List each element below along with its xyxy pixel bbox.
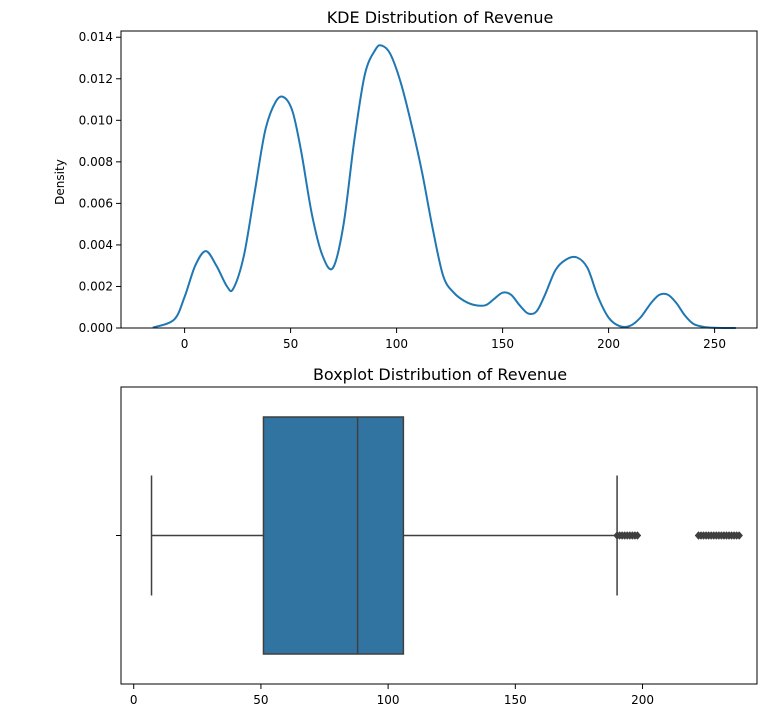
kde-y-tick-label: 0.008 — [79, 155, 113, 169]
boxplot-x-tick-label: 50 — [253, 693, 268, 707]
boxplot-chart: Boxplot Distribution of Revenue 0 50 100 15… — [116, 365, 758, 707]
kde-x-tick-label: 200 — [597, 337, 620, 351]
boxplot-title: Boxplot Distribution of Revenue — [313, 365, 567, 384]
kde-chart: KDE Distribution of Revenue Density 0 50 1… — [53, 8, 758, 351]
kde-axes-frame — [120, 30, 758, 329]
boxplot-box — [262, 416, 405, 655]
kde-density-line — [152, 44, 736, 330]
kde-y-tick-label: 0.012 — [79, 72, 113, 86]
boxplot-plot-area: 0 50 100 150 200 — [116, 416, 744, 707]
kde-x-tick-label: 0 — [181, 337, 189, 351]
boxplot-x-tick-label: 0 — [130, 693, 138, 707]
boxplot-outlier-point — [735, 531, 744, 540]
kde-y-tick-label: 0.000 — [79, 321, 113, 335]
boxplot-x-tick-label: 150 — [504, 693, 527, 707]
kde-x-tick-label: 150 — [491, 337, 514, 351]
kde-title: KDE Distribution of Revenue — [327, 8, 554, 27]
boxplot-outlier-point — [633, 531, 642, 540]
kde-y-tick-label: 0.010 — [79, 113, 113, 127]
kde-x-tick-label: 50 — [283, 337, 298, 351]
boxplot-axes-frame — [120, 386, 758, 685]
kde-x-tick-label: 250 — [703, 337, 726, 351]
boxplot-x-tick-label: 200 — [631, 693, 654, 707]
kde-y-tick-label: 0.002 — [79, 279, 113, 293]
kde-y-tick-label: 0.004 — [79, 238, 113, 252]
kde-y-axis-label: Density — [53, 159, 67, 205]
kde-plot-area: 0 50 100 150 200 250 0.000 0.002 0.004 0.006 0.008… — [79, 30, 736, 351]
boxplot-x-tick-label: 100 — [377, 693, 400, 707]
kde-y-tick-label: 0.014 — [79, 30, 113, 44]
kde-x-tick-label: 100 — [385, 337, 408, 351]
kde-y-tick-label: 0.006 — [79, 196, 113, 210]
